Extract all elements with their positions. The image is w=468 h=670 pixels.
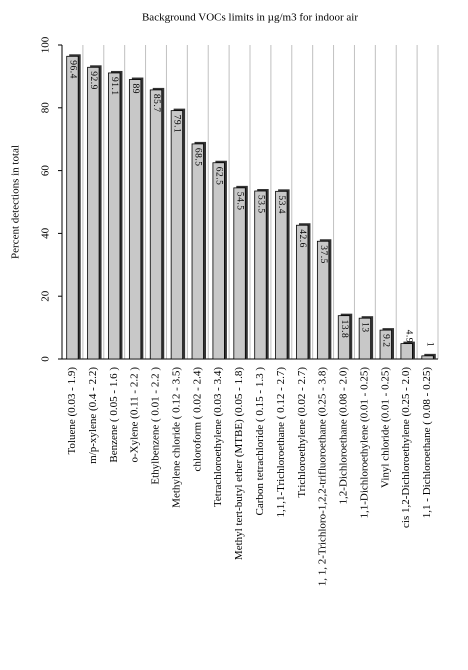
y-tick-label: 60: [40, 165, 52, 177]
data-label: 9.2: [381, 334, 391, 347]
data-label: 79.1: [172, 115, 182, 134]
x-tick-label: Tetrachloroethylene (0.03 - 3.4): [212, 367, 224, 507]
bar: [358, 317, 372, 360]
y-tick-label: 100: [40, 36, 52, 53]
data-label: 89: [130, 84, 140, 95]
data-label: 54.5: [234, 192, 244, 211]
y-tick-label: 80: [40, 102, 52, 114]
x-tick-label: cis 1,2-Dichloroethylene (0.25 - 2.0): [400, 367, 412, 528]
y-tick-label: 20: [40, 290, 52, 302]
x-tick-label: Methylene chloride ( 0.12 - 3.5): [170, 367, 182, 508]
x-tick-label: chloroform ( 0.02 - 2.4): [191, 367, 203, 472]
x-tick-label: 1, 1, 2-Trichloro-1,2,2-trifluoroethane …: [317, 367, 329, 587]
data-label: 92.9: [88, 71, 98, 90]
data-label: 91.1: [109, 77, 119, 96]
bar: [316, 240, 330, 360]
y-tick-label: 0: [40, 356, 52, 362]
bar: [275, 190, 288, 360]
x-tick-label: Carbon tetrachloride ( 0.15 - 1.3 ): [254, 367, 266, 516]
x-tick-label: Benzene ( 0.05 - 1.6 ): [108, 367, 120, 463]
data-label: 42.6: [297, 229, 307, 248]
x-tick-label: 1,1-Dichloroethylene (0.01 - 0.25): [358, 367, 370, 519]
bar: [108, 72, 121, 360]
bar: [87, 66, 100, 360]
data-label: 4.9: [403, 330, 413, 343]
data-label: 62.5: [213, 167, 223, 186]
bar: [128, 79, 142, 360]
x-tick-label: 1,1,1-Trichloroethane ( 0.12 - 2.7): [275, 367, 287, 518]
x-tick-label: m/p-xylene (0.4 - 2.2): [87, 367, 99, 464]
x-tick-label: Toluene (0.03 - 1.9): [66, 367, 78, 455]
bar: [212, 162, 225, 360]
data-label: 13.8: [339, 320, 349, 339]
data-label: 37.5: [318, 245, 328, 264]
data-label: 53.5: [255, 195, 265, 214]
data-label: 85.7: [151, 94, 161, 113]
bar: [149, 89, 163, 360]
bar: [170, 110, 184, 360]
x-tick-label: Vinyl chloride (0.01 - 0.25): [379, 367, 391, 488]
chart-title: Background VOCs limits in µg/m3 for indo…: [142, 12, 358, 24]
bar: [421, 355, 434, 360]
bar: [379, 329, 392, 360]
x-tick-label: 1,1 - Dichloroethane ( 0.08 - 0.25): [421, 367, 433, 519]
bar: [337, 315, 351, 360]
bar: [66, 55, 79, 360]
bar: [400, 343, 413, 360]
bar: [254, 190, 267, 360]
data-label: 68.5: [193, 148, 203, 167]
y-axis-label: Percent detections in total: [10, 145, 22, 259]
data-label: 96.4: [67, 60, 77, 79]
x-tick-label: Trichloroethylene (0.02 - 2.7): [296, 367, 308, 498]
x-tick-label: 1,2-Dichloroethane (0.08 - 2.0): [338, 367, 350, 505]
data-label: 13: [360, 322, 370, 333]
bar: [296, 224, 309, 360]
x-tick-label: Ethylbenzene ( 0.01 - 2.2 ): [150, 367, 162, 485]
data-label: 53.4: [276, 195, 286, 214]
data-label: 1: [424, 342, 434, 347]
x-tick-label: o-Xylene (0.11 - 2.2 ): [129, 367, 141, 463]
bar: [233, 187, 246, 360]
x-tick-label: Methyl tert-butyl ether (MTBE) (0.05 - 1…: [233, 367, 245, 560]
bar: [191, 143, 204, 360]
y-tick-label: 40: [40, 227, 52, 239]
